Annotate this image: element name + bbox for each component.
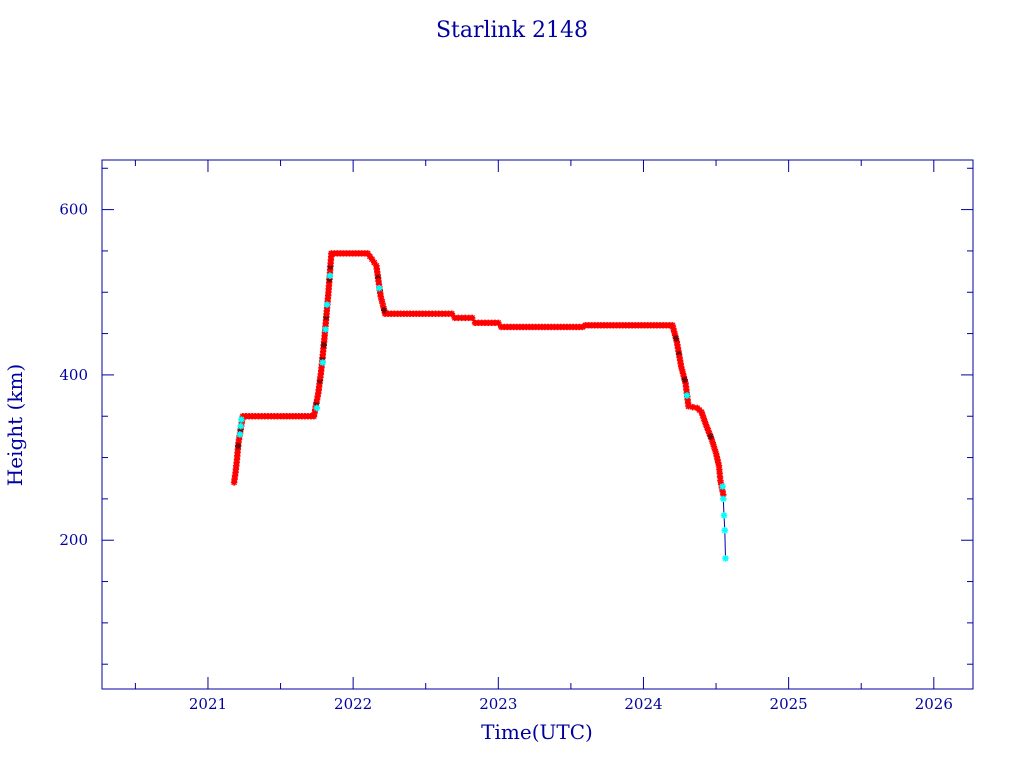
data-point-main	[445, 310, 452, 317]
data-point-main	[274, 413, 281, 420]
data-point-main	[233, 459, 240, 466]
data-point-main	[716, 473, 724, 481]
data-point-main	[707, 433, 714, 440]
y-axis-label: Height (km)	[3, 364, 27, 486]
series-line-group	[233, 252, 726, 559]
data-point-main	[361, 250, 368, 257]
axis-ticks	[102, 160, 973, 689]
plot-frame	[101, 159, 974, 690]
data-point-main	[324, 292, 332, 299]
data-point-main	[370, 259, 378, 266]
data-point-main	[701, 418, 709, 425]
data-point-highlight	[313, 404, 321, 412]
data-point-highlight	[722, 555, 729, 562]
x-tick-label: 2022	[334, 695, 372, 713]
y-tick-label: 200	[59, 531, 88, 549]
x-tick-label: 2023	[479, 695, 517, 713]
data-point-highlight	[326, 272, 334, 279]
x-tick-label: 2024	[624, 695, 662, 713]
data-point-main	[689, 403, 697, 411]
data-point-main	[419, 310, 426, 317]
data-point-highlight	[237, 422, 244, 430]
data-points	[230, 250, 729, 562]
chart-title: Starlink 2148	[436, 18, 588, 43]
data-point-main	[715, 459, 722, 466]
data-point-main	[465, 314, 472, 322]
data-point-main	[314, 393, 321, 400]
data-point-highlight	[720, 495, 727, 503]
x-axis-label: Time(UTC)	[481, 720, 593, 744]
data-point-main	[672, 335, 680, 342]
data-point-highlight	[238, 416, 245, 423]
data-point-highlight	[323, 301, 331, 308]
data-point-highlight	[319, 359, 326, 366]
data-point-main	[234, 442, 242, 450]
data-point-highlight	[721, 527, 728, 534]
data-point-highlight	[322, 326, 329, 333]
data-point-main	[666, 322, 673, 329]
series-connector-line	[233, 252, 726, 559]
data-point-highlight	[376, 284, 383, 292]
data-point-highlight	[720, 512, 728, 519]
data-point-main	[231, 472, 239, 479]
x-tick-label: 2026	[915, 695, 953, 713]
data-point-main	[677, 360, 684, 367]
data-point-main	[705, 427, 712, 434]
data-point-main	[711, 446, 719, 454]
data-point-highlight	[236, 431, 244, 438]
data-point-main	[317, 370, 324, 378]
data-point-main	[696, 406, 703, 414]
data-point-highlight	[683, 392, 691, 399]
x-tick-label: 2021	[189, 695, 227, 713]
y-tick-label: 600	[59, 201, 88, 219]
data-point-main	[576, 323, 583, 331]
y-tick-label: 400	[59, 366, 88, 384]
data-point-main	[377, 290, 384, 297]
data-point-main	[327, 253, 335, 260]
data-point-main	[320, 341, 327, 349]
data-point-main	[622, 322, 630, 329]
data-point-main	[535, 323, 542, 331]
data-point-main	[366, 253, 374, 260]
data-point-highlight	[719, 483, 726, 490]
tick-labels: 2021 2022 2023 2024 2025 2026 200 400 600	[59, 201, 953, 713]
data-point-main	[681, 376, 688, 384]
data-point-main	[684, 399, 692, 407]
data-point-main	[491, 319, 499, 327]
x-tick-label: 2025	[770, 695, 808, 713]
